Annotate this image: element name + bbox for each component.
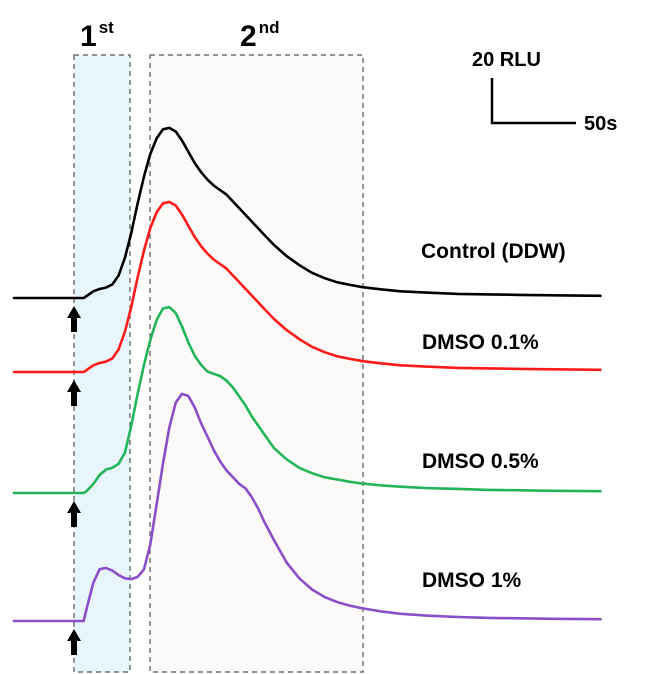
series-label-dmso-0-5: DMSO 0.5% bbox=[422, 450, 539, 473]
scale-bar-x-label: 50s bbox=[584, 113, 617, 135]
stimulus-arrows bbox=[67, 306, 81, 655]
scale-bar-y-label: 20 RLU bbox=[472, 49, 541, 71]
series-label-dmso-1: DMSO 1% bbox=[422, 569, 522, 592]
region-1st-sup: st bbox=[99, 18, 114, 37]
series-label-dmso-0-1: DMSO 0.1% bbox=[422, 331, 539, 354]
trace-dmso-1 bbox=[12, 392, 602, 623]
traces bbox=[12, 126, 602, 623]
stimulus-arrow-icon bbox=[67, 380, 81, 406]
trace-dmso-0-1 bbox=[12, 200, 602, 374]
trace-control bbox=[12, 126, 602, 300]
region-2nd-sup: nd bbox=[259, 18, 280, 37]
region-2nd-num: 2 bbox=[240, 20, 257, 53]
region-2nd-box bbox=[149, 54, 364, 673]
series-label-control: Control (DDW) bbox=[421, 240, 566, 263]
region-1st-num: 1 bbox=[80, 20, 97, 53]
trace-dmso-0-5 bbox=[12, 305, 602, 495]
stimulus-arrow-icon bbox=[67, 306, 81, 332]
stimulus-arrow-icon bbox=[67, 629, 81, 655]
scale-bar bbox=[490, 78, 576, 125]
stimulus-arrow-icon bbox=[67, 501, 81, 527]
